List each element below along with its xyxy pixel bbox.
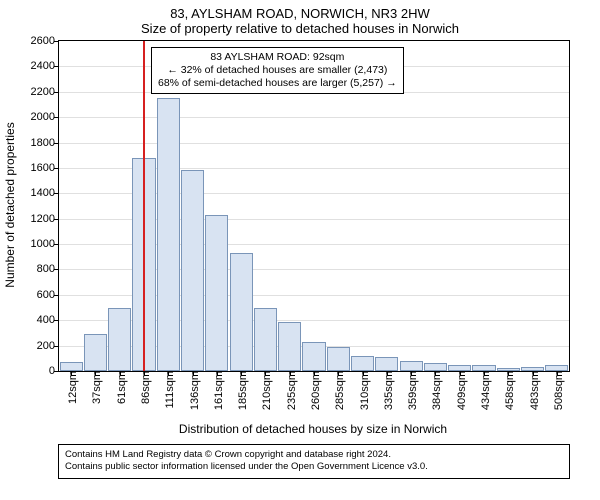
y-tick-label: 2600 [31, 35, 59, 47]
y-tick-label: 2000 [31, 111, 59, 123]
x-tick-label: 161sqm [209, 371, 225, 410]
grid-line [59, 143, 569, 144]
x-tick-label: 12sqm [63, 371, 79, 404]
bar [278, 322, 301, 372]
chart-title-1: 83, AYLSHAM ROAD, NORWICH, NR3 2HW [0, 6, 600, 21]
chart-container: 83, AYLSHAM ROAD, NORWICH, NR3 2HW Size … [0, 6, 600, 40]
bar [205, 215, 228, 371]
chart-title-2: Size of property relative to detached ho… [0, 21, 600, 36]
x-tick-label: 185sqm [233, 371, 249, 410]
y-tick-label: 2200 [31, 86, 59, 98]
x-tick-label: 359sqm [403, 371, 419, 410]
x-tick-label: 260sqm [306, 371, 322, 410]
x-tick-label: 210sqm [257, 371, 273, 410]
x-tick-label: 61sqm [112, 371, 128, 404]
grid-line [59, 117, 569, 118]
annotation-box: 83 AYLSHAM ROAD: 92sqm← 32% of detached … [151, 47, 404, 94]
y-tick-label: 600 [37, 289, 59, 301]
x-tick-label: 434sqm [476, 371, 492, 410]
footer-line-1: Contains HM Land Registry data © Crown c… [65, 449, 563, 461]
bar [400, 361, 423, 371]
x-tick-label: 86sqm [136, 371, 152, 404]
x-tick-label: 111sqm [160, 371, 176, 409]
bar [108, 308, 131, 371]
bar [181, 170, 204, 371]
y-tick-label: 1200 [31, 213, 59, 225]
y-tick-label: 200 [37, 340, 59, 352]
bar [230, 253, 253, 371]
y-axis-label: Number of detached properties [3, 122, 17, 287]
x-axis-label: Distribution of detached houses by size … [179, 422, 447, 436]
footer-attribution: Contains HM Land Registry data © Crown c… [58, 444, 570, 479]
y-tick-label: 0 [49, 365, 59, 377]
x-tick-label: 335sqm [379, 371, 395, 410]
footer-line-2: Contains public sector information licen… [65, 461, 563, 473]
x-tick-label: 409sqm [452, 371, 468, 410]
reference-line [143, 41, 145, 371]
y-tick-label: 1000 [31, 238, 59, 250]
bar [302, 342, 325, 371]
x-tick-label: 458sqm [500, 371, 516, 410]
annotation-line-3: 68% of semi-detached houses are larger (… [158, 77, 397, 90]
x-tick-label: 508sqm [549, 371, 565, 410]
bar [327, 347, 350, 371]
x-tick-label: 285sqm [330, 371, 346, 410]
y-tick-label: 1600 [31, 162, 59, 174]
x-tick-label: 310sqm [355, 371, 371, 410]
bar [157, 98, 180, 371]
annotation-line-1: 83 AYLSHAM ROAD: 92sqm [158, 51, 397, 64]
bar [254, 308, 277, 371]
y-tick-label: 2400 [31, 60, 59, 72]
bar [351, 356, 374, 371]
plot-area: 0200400600800100012001400160018002000220… [58, 40, 570, 372]
y-tick-label: 400 [37, 314, 59, 326]
x-tick-label: 235sqm [282, 371, 298, 410]
x-tick-label: 483sqm [525, 371, 541, 410]
bar [424, 363, 447, 371]
bar [84, 334, 107, 371]
bar [60, 362, 83, 371]
x-tick-label: 384sqm [427, 371, 443, 410]
bar [375, 357, 398, 371]
y-tick-label: 1400 [31, 187, 59, 199]
x-tick-label: 37sqm [87, 371, 103, 404]
y-tick-label: 1800 [31, 137, 59, 149]
y-tick-label: 800 [37, 263, 59, 275]
annotation-line-2: ← 32% of detached houses are smaller (2,… [158, 64, 397, 77]
x-tick-label: 136sqm [185, 371, 201, 410]
